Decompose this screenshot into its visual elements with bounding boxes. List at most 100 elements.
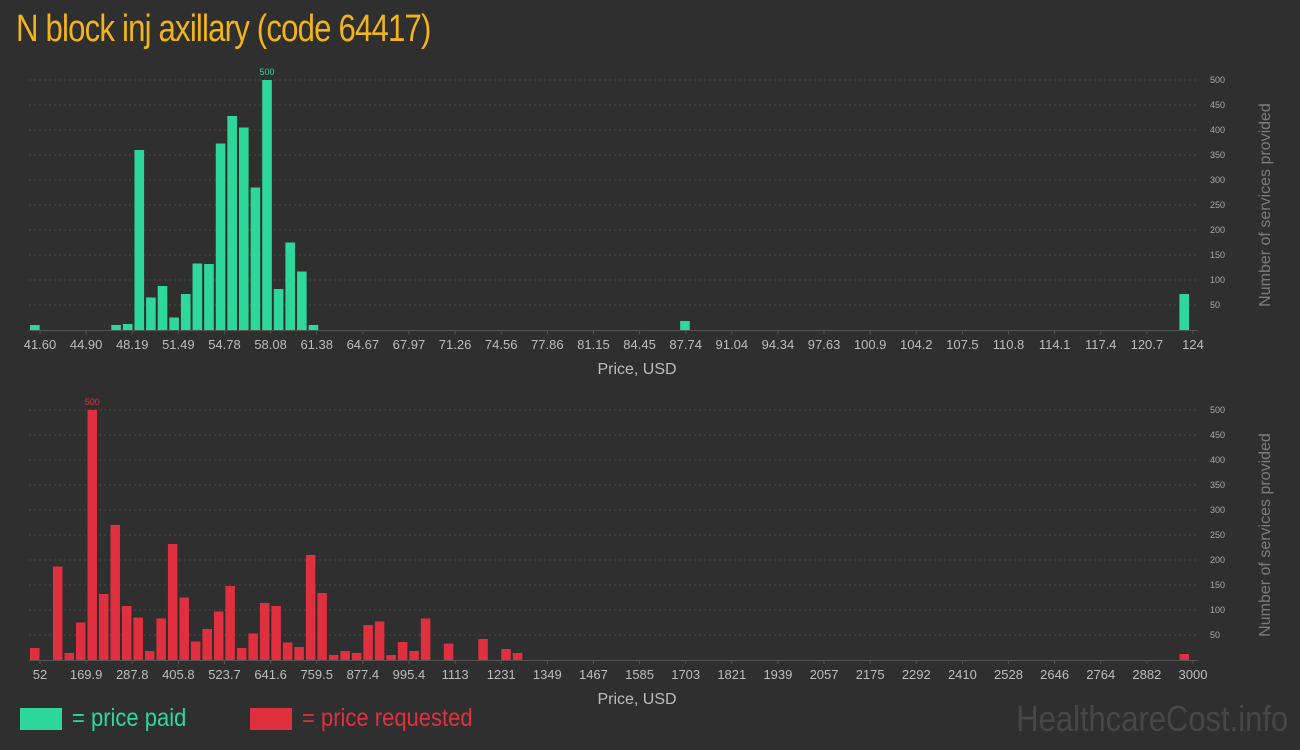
y-tick-label: 350	[1210, 480, 1225, 490]
x-tick-label: 77.86	[531, 337, 564, 352]
peak-value-label: 500	[259, 67, 274, 77]
histogram-bar	[52, 566, 63, 660]
histogram-bar	[87, 410, 97, 660]
x-tick-label: 2175	[856, 667, 885, 682]
x-tick-label: 641.6	[254, 667, 287, 682]
histogram-bar	[305, 555, 316, 660]
histogram-bar	[259, 603, 270, 660]
x-tick-label: 1349	[533, 667, 562, 682]
x-tick-label: 104.2	[900, 337, 933, 352]
y-tick-label: 100	[1210, 605, 1225, 615]
x-tick-label: 117.4	[1085, 337, 1117, 352]
histogram-bar	[680, 321, 690, 330]
histogram-bar	[294, 647, 304, 660]
histogram-bar	[363, 625, 373, 660]
histogram-bar	[192, 263, 203, 330]
x-tick-label: 2528	[994, 667, 1023, 682]
x-tick-label: 877.4	[347, 667, 380, 682]
y-tick-label: 100	[1210, 275, 1225, 285]
histogram-bar	[157, 286, 168, 330]
histogram-bar	[512, 653, 523, 660]
x-tick-label: 84.45	[623, 337, 656, 352]
x-tick-label: 51.49	[162, 337, 195, 352]
histogram-bar	[409, 651, 419, 660]
x-tick-label: 120.7	[1131, 337, 1164, 352]
histogram-bar	[144, 651, 155, 660]
x-tick-label: 71.26	[439, 337, 472, 352]
histogram-bar	[351, 653, 362, 660]
x-tick-label: 81.15	[577, 337, 610, 352]
x-tick-label: 287.8	[116, 667, 149, 682]
y-tick-label: 500	[1210, 405, 1225, 415]
x-tick-label: 54.78	[208, 337, 241, 352]
histogram-bar	[250, 187, 261, 330]
x-tick-label: 1113	[442, 667, 469, 682]
y-tick-label: 300	[1210, 505, 1225, 515]
histogram-bar	[180, 294, 191, 330]
x-tick-label: 759.5	[300, 667, 333, 682]
histogram-bar	[420, 618, 431, 660]
y-tick-label: 150	[1210, 250, 1225, 260]
histogram-bar	[374, 621, 385, 660]
x-tick-label: 94.34	[762, 337, 795, 352]
y-tick-label: 300	[1210, 175, 1225, 185]
legend-price-paid: = price paid	[20, 704, 202, 733]
x-tick-label: 2057	[810, 667, 839, 682]
legend-swatch-paid	[20, 707, 62, 730]
y-tick-label: 350	[1210, 150, 1225, 160]
x-tick-label: 1467	[579, 667, 608, 682]
x-tick-label: 1585	[625, 667, 654, 682]
legend-price-requested: = price requested	[250, 704, 496, 733]
histogram-bar	[317, 593, 327, 660]
x-tick-label: 41.60	[24, 337, 57, 352]
histogram-bar	[213, 611, 224, 660]
x-tick-label: 100.9	[854, 337, 887, 352]
x-tick-label: 48.19	[116, 337, 149, 352]
histogram-bar	[122, 324, 133, 330]
histogram-bar	[179, 597, 189, 660]
y-axis-title: Number of services provided	[1257, 103, 1274, 307]
y-tick-label: 450	[1210, 100, 1225, 110]
x-tick-label: 67.97	[393, 337, 426, 352]
legend-label-paid: = price paid	[72, 704, 187, 732]
x-tick-label: 405.8	[162, 667, 195, 682]
y-axis-title: Number of services provided	[1257, 433, 1274, 637]
histogram-bar	[227, 116, 237, 330]
histogram-bar	[146, 297, 156, 330]
histogram-bar	[215, 143, 226, 330]
histogram-bar	[297, 271, 307, 330]
x-tick-label: 2882	[1132, 667, 1161, 682]
histogram-bar	[75, 622, 86, 660]
x-tick-label: 523.7	[208, 667, 241, 682]
x-tick-label: 2646	[1040, 667, 1069, 682]
x-tick-label: 110.8	[993, 337, 1025, 352]
histogram-bar	[30, 648, 40, 660]
histogram-bar	[238, 127, 249, 330]
histogram-bar	[386, 655, 396, 660]
y-tick-label: 50	[1210, 300, 1220, 310]
x-axis-title: Price, USD	[597, 691, 676, 708]
histogram-bar	[225, 586, 235, 660]
y-tick-label: 150	[1210, 580, 1225, 590]
histogram-bar	[397, 642, 408, 660]
histogram-bar	[248, 633, 258, 660]
x-tick-label: 995.4	[393, 667, 426, 682]
histogram-bar	[167, 544, 178, 660]
x-tick-label: 1939	[763, 667, 792, 682]
x-tick-label: 2410	[948, 667, 977, 682]
x-tick-label: 2292	[902, 667, 931, 682]
histogram-bar	[133, 617, 143, 660]
y-tick-label: 250	[1210, 200, 1225, 210]
x-tick-label: 107.5	[946, 337, 979, 352]
x-tick-label: 64.67	[347, 337, 380, 352]
peak-value-label: 500	[85, 397, 100, 407]
histogram-bar	[98, 594, 109, 660]
histogram-bar	[121, 606, 132, 660]
x-tick-label: 124	[1182, 337, 1204, 352]
histogram-bar	[285, 242, 296, 330]
x-tick-label: 169.9	[70, 667, 103, 682]
histogram-bar	[308, 325, 319, 330]
x-tick-label: 87.74	[669, 337, 702, 352]
x-tick-label: 114.1	[1039, 337, 1071, 352]
page-title: N block inj axillary (code 64417)	[16, 8, 431, 50]
